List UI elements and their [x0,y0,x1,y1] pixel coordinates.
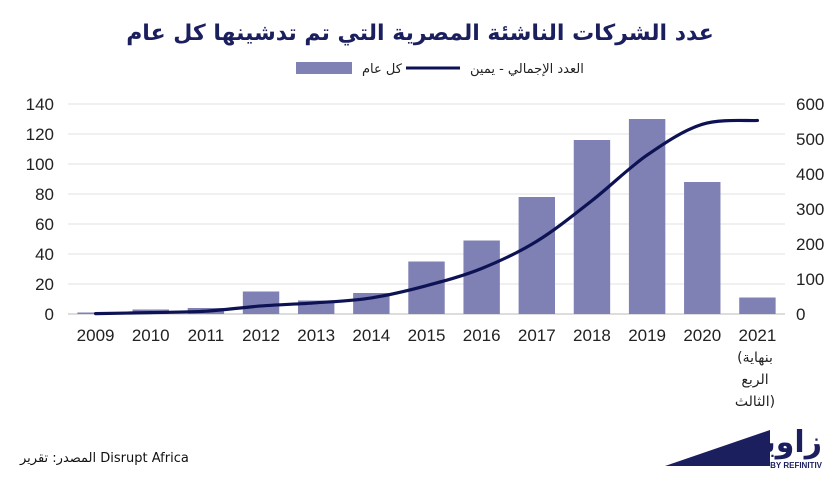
y-right-tick-label: 100 [796,270,824,289]
x-tick-label: 2019 [628,326,666,345]
x-note-line-3: الثالث) [735,394,775,410]
x-tick-label: 2011 [188,326,225,345]
left-axis: 0 20 40 60 80 100 120 140 [26,95,54,324]
chart-title: عدد الشركات الناشئة المصرية التي تم تدشي… [126,21,714,46]
y-left-tick-label: 120 [26,125,54,144]
y-right-tick-label: 600 [796,95,824,114]
y-right-tick-label: 200 [796,235,824,254]
legend-label-line: العدد الإجمالي - يمين [470,62,584,77]
bar [463,240,500,314]
bar [739,297,776,314]
source-note: المصدر: تقرير Disrupt Africa [19,451,189,466]
y-right-tick-label: 400 [796,165,824,184]
x-tick-label: 2020 [683,326,721,345]
x-tick-label: 2021 [739,326,777,345]
gridlines [68,103,785,315]
bar [684,182,721,314]
x-note-line-1: (بنهاية [737,350,773,366]
y-right-tick-label: 300 [796,200,824,219]
legend-label-bars: كل عام [362,62,403,77]
y-left-tick-label: 20 [35,275,54,294]
x-tick-label: 2014 [352,326,390,345]
y-right-tick-label: 0 [796,305,805,324]
line-series [93,118,760,316]
bar [242,291,280,314]
y-left-tick-label: 80 [35,185,54,204]
x-tick-label: 2018 [573,326,611,345]
y-left-tick-label: 140 [26,95,54,114]
logo-wedge-icon [665,430,770,466]
y-left-tick-label: 0 [45,305,54,324]
x-note-line-2: الربع [741,372,768,388]
y-left-tick-label: 100 [26,155,54,174]
bar [573,140,611,314]
brand-logo: زاوية BY REFINITIV [665,425,823,470]
y-right-tick-label: 500 [796,130,824,149]
x-tick-label: 2012 [242,326,280,345]
brand-name: زاوية [746,425,822,460]
brand-subtitle: BY REFINITIV [770,461,823,470]
x-tick-label: 2016 [463,326,501,345]
x-tick-label: 2013 [297,326,335,345]
bar [628,119,666,314]
x-axis: 2009 2010 2011 2012 2013 2014 2015 2016 2017 2018… [77,326,777,345]
bar [518,197,556,314]
x-tick-label: 2009 [77,326,115,345]
cumulative-line [93,118,760,316]
x-tick-label: 2010 [132,326,170,345]
legend-swatch-bars [296,62,352,74]
x-tick-label: 2017 [518,326,556,345]
legend: كل عام العدد الإجمالي - يمين [296,62,584,77]
x-tick-label: 2015 [408,326,446,345]
y-left-tick-label: 40 [35,245,54,264]
right-axis: 0 100 200 300 400 500 600 [796,95,824,324]
y-left-tick-label: 60 [35,215,54,234]
